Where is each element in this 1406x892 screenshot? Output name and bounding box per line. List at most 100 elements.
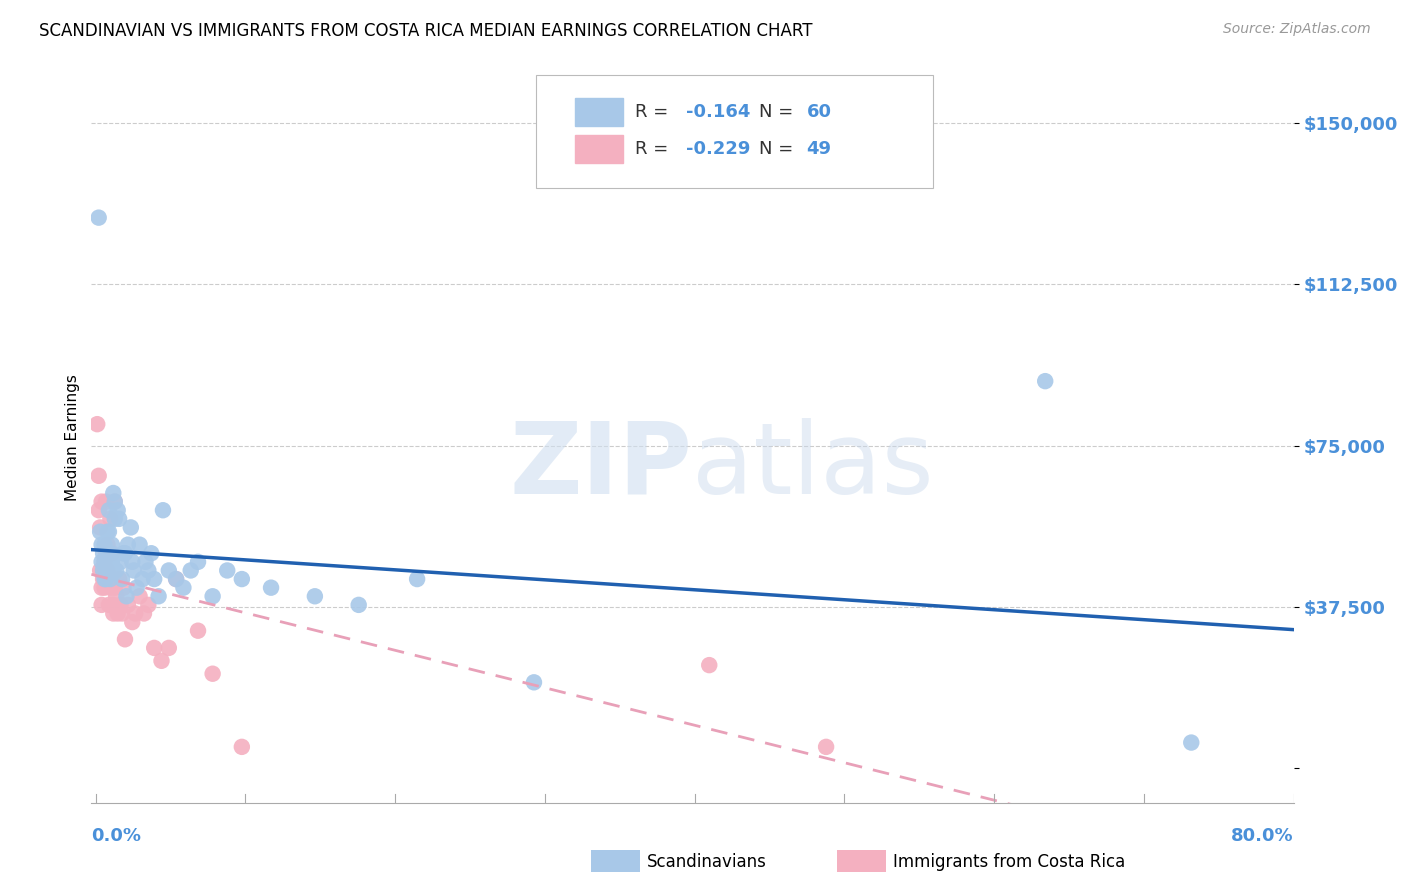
- Point: [112, 546, 135, 560]
- Point: [111, 572, 134, 586]
- Bar: [575, 98, 623, 126]
- Point: [134, 555, 156, 569]
- Point: [96, 564, 118, 578]
- Point: [89, 524, 111, 539]
- Point: [93, 572, 115, 586]
- Point: [103, 486, 125, 500]
- Point: [1033, 374, 1056, 388]
- Point: [122, 564, 145, 578]
- Point: [93, 581, 115, 595]
- Point: [143, 572, 166, 586]
- Point: [815, 739, 838, 754]
- Point: [93, 538, 115, 552]
- Point: [1180, 735, 1202, 749]
- Point: [100, 581, 122, 595]
- Point: [91, 564, 114, 578]
- Point: [124, 607, 146, 621]
- Point: [131, 572, 153, 586]
- Point: [115, 589, 138, 603]
- Point: [697, 658, 720, 673]
- Point: [110, 555, 132, 569]
- Point: [100, 512, 122, 526]
- Text: N =: N =: [759, 140, 799, 158]
- Point: [104, 494, 127, 508]
- Point: [148, 589, 170, 603]
- Point: [90, 581, 112, 595]
- Point: [91, 564, 114, 578]
- Point: [180, 564, 202, 578]
- Point: [96, 524, 118, 539]
- Point: [201, 666, 224, 681]
- Point: [125, 581, 148, 595]
- Text: 49: 49: [807, 140, 832, 158]
- Point: [152, 503, 174, 517]
- Point: [101, 572, 124, 586]
- Point: [165, 572, 187, 586]
- Point: [347, 598, 370, 612]
- Point: [100, 572, 122, 586]
- Point: [96, 546, 118, 560]
- Point: [100, 546, 122, 560]
- Point: [201, 589, 224, 603]
- Y-axis label: Median Earnings: Median Earnings: [65, 374, 80, 500]
- Point: [104, 581, 127, 595]
- Point: [93, 555, 115, 569]
- Point: [90, 494, 112, 508]
- Text: 80.0%: 80.0%: [1230, 827, 1294, 845]
- Point: [97, 572, 120, 586]
- Point: [87, 211, 110, 225]
- Text: ZIP: ZIP: [509, 417, 692, 515]
- Point: [87, 503, 110, 517]
- Point: [90, 555, 112, 569]
- Text: R =: R =: [634, 140, 673, 158]
- Text: -0.164: -0.164: [686, 103, 751, 121]
- Point: [89, 520, 111, 534]
- Point: [117, 538, 139, 552]
- Point: [101, 555, 124, 569]
- Point: [108, 512, 131, 526]
- Point: [94, 572, 117, 586]
- Point: [114, 632, 136, 647]
- Point: [97, 598, 120, 612]
- Point: [132, 607, 155, 621]
- Point: [111, 607, 134, 621]
- Text: Source: ZipAtlas.com: Source: ZipAtlas.com: [1223, 22, 1371, 37]
- Point: [231, 572, 253, 586]
- Point: [117, 598, 139, 612]
- Point: [114, 546, 136, 560]
- Point: [103, 564, 125, 578]
- Text: N =: N =: [759, 103, 799, 121]
- Point: [187, 624, 209, 638]
- Point: [121, 615, 143, 629]
- Point: [91, 546, 114, 560]
- Text: Scandinavians: Scandinavians: [647, 853, 766, 871]
- Point: [97, 503, 120, 517]
- Point: [128, 538, 150, 552]
- Point: [304, 589, 326, 603]
- Point: [138, 564, 160, 578]
- Point: [104, 512, 127, 526]
- Text: atlas: atlas: [692, 417, 934, 515]
- Point: [90, 538, 112, 552]
- Point: [157, 564, 180, 578]
- Point: [231, 739, 253, 754]
- Point: [150, 654, 173, 668]
- Point: [187, 555, 209, 569]
- Point: [101, 538, 124, 552]
- Text: Immigrants from Costa Rica: Immigrants from Costa Rica: [893, 853, 1125, 871]
- Bar: [575, 135, 623, 162]
- Point: [121, 555, 143, 569]
- Point: [406, 572, 429, 586]
- Point: [157, 640, 180, 655]
- Point: [89, 564, 111, 578]
- Point: [120, 520, 142, 534]
- Point: [110, 598, 132, 612]
- Point: [97, 564, 120, 578]
- Point: [101, 546, 124, 560]
- Text: -0.229: -0.229: [686, 140, 751, 158]
- Point: [108, 572, 131, 586]
- Point: [105, 589, 128, 603]
- Point: [91, 572, 114, 586]
- Point: [94, 546, 117, 560]
- Point: [94, 572, 117, 586]
